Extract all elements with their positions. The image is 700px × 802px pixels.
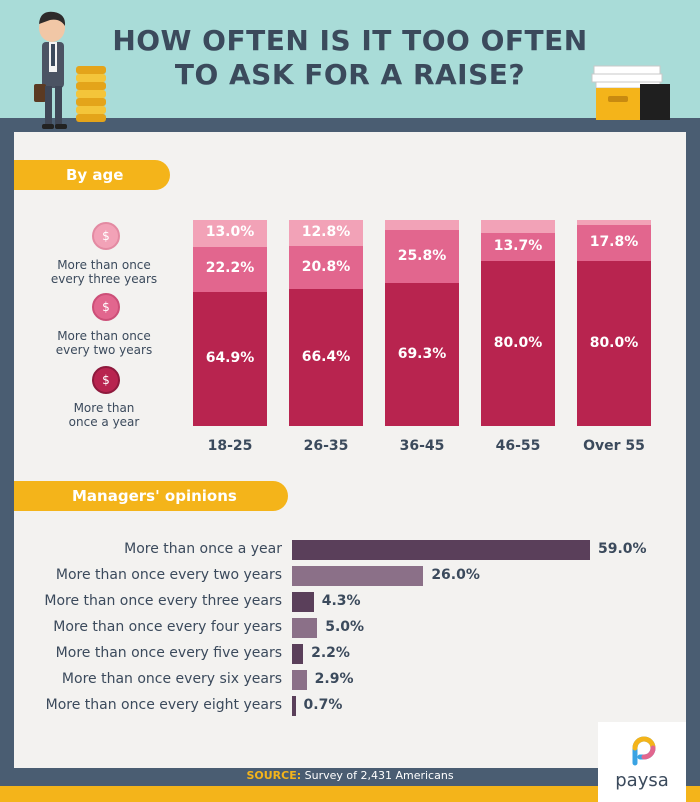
category-label: More than once every three years bbox=[44, 593, 282, 609]
data-label: 26.0% bbox=[431, 567, 480, 583]
data-label: 13.0% bbox=[205, 224, 255, 241]
data-label: 4.3% bbox=[321, 593, 361, 609]
dollar-coin-icon: $ bbox=[92, 293, 120, 321]
data-label: 25.8% bbox=[397, 247, 447, 264]
bar bbox=[292, 566, 424, 586]
data-label: 64.9% bbox=[205, 350, 255, 367]
data-label: 22.2% bbox=[205, 260, 255, 277]
brand-name: paysa bbox=[615, 770, 669, 791]
title-line-1: HOW OFTEN IS IT TOO OFTEN bbox=[112, 24, 588, 57]
dollar-coin-icon: $ bbox=[92, 222, 120, 250]
section-title-by-age: By age bbox=[66, 166, 124, 184]
source-note: SOURCE: Survey of 2,431 Americans bbox=[0, 768, 700, 786]
source-text: Survey of 2,431 Americans bbox=[301, 769, 454, 782]
section-title-managers: Managers' opinions bbox=[72, 487, 237, 505]
x-tick-label: 26-35 bbox=[303, 438, 349, 454]
data-label: 2.9% bbox=[314, 671, 354, 687]
data-label: 66.4% bbox=[301, 348, 351, 365]
data-label: 59.0% bbox=[598, 541, 647, 557]
x-tick-label: 46-55 bbox=[495, 438, 541, 454]
bar bbox=[292, 644, 304, 664]
paysa-logo: paysa bbox=[598, 722, 686, 802]
data-label: 69.3% bbox=[397, 345, 447, 362]
category-label: More than once every two years bbox=[55, 567, 282, 583]
x-tick-label: 36-45 bbox=[399, 438, 445, 454]
category-label: More than once every five years bbox=[55, 645, 282, 661]
bar-segment bbox=[481, 261, 555, 426]
bar-segment bbox=[481, 220, 555, 233]
bar-segment bbox=[577, 224, 651, 262]
category-label: More than once every eight years bbox=[45, 697, 282, 713]
legend-label-three-years: More than once every three years bbox=[50, 258, 158, 286]
bar-segment bbox=[193, 219, 267, 247]
bar-segment bbox=[385, 220, 459, 231]
bar-segment bbox=[193, 246, 267, 293]
footer-band bbox=[0, 786, 700, 802]
section-tab-managers: Managers' opinions bbox=[14, 481, 288, 511]
bar-segment bbox=[289, 220, 363, 247]
data-label: 13.7% bbox=[493, 238, 543, 255]
legend-label-once-a-year: More than once a year bbox=[68, 401, 140, 429]
documents-box-illustration bbox=[591, 65, 670, 120]
source-label: SOURCE: bbox=[246, 769, 302, 782]
paysa-logo-icon bbox=[632, 736, 656, 766]
bar-segment bbox=[385, 283, 459, 426]
data-label: 80.0% bbox=[589, 334, 639, 351]
bar-segment bbox=[193, 292, 267, 426]
category-label: More than once a year bbox=[124, 541, 282, 557]
section-tab-by-age: By age bbox=[14, 160, 170, 190]
header-band: HOW OFTEN IS IT TOO OFTEN TO ASK FOR A R… bbox=[0, 0, 700, 129]
data-label: 12.8% bbox=[301, 224, 351, 241]
category-label: More than once every six years bbox=[61, 671, 282, 687]
data-label: 80.0% bbox=[493, 334, 543, 351]
page-title: HOW OFTEN IS IT TOO OFTEN TO ASK FOR A R… bbox=[100, 24, 600, 92]
bar-segment bbox=[385, 230, 459, 284]
bar-segment bbox=[289, 246, 363, 290]
bar-segment bbox=[481, 232, 555, 262]
bar bbox=[292, 670, 307, 690]
x-tick-label: 18-25 bbox=[207, 438, 253, 454]
businessman-illustration bbox=[34, 11, 106, 129]
data-label: 5.0% bbox=[325, 619, 365, 635]
x-tick-label: Over 55 bbox=[583, 438, 645, 454]
data-label: 0.7% bbox=[303, 697, 343, 713]
legend-label-two-years: More than once every two years bbox=[55, 329, 153, 357]
dollar-coin-icon: $ bbox=[92, 366, 120, 394]
data-label: 17.8% bbox=[589, 233, 639, 250]
bar bbox=[292, 592, 314, 612]
bar-segment bbox=[577, 220, 651, 225]
data-label: 2.2% bbox=[311, 645, 350, 661]
bar bbox=[292, 618, 318, 638]
category-label: More than once every four years bbox=[53, 619, 282, 635]
bar-segment bbox=[577, 261, 651, 426]
bar bbox=[292, 540, 590, 560]
title-line-2: TO ASK FOR A RAISE? bbox=[174, 58, 526, 91]
data-label: 20.8% bbox=[301, 258, 351, 275]
bar-segment bbox=[289, 289, 363, 426]
bar bbox=[292, 696, 296, 716]
